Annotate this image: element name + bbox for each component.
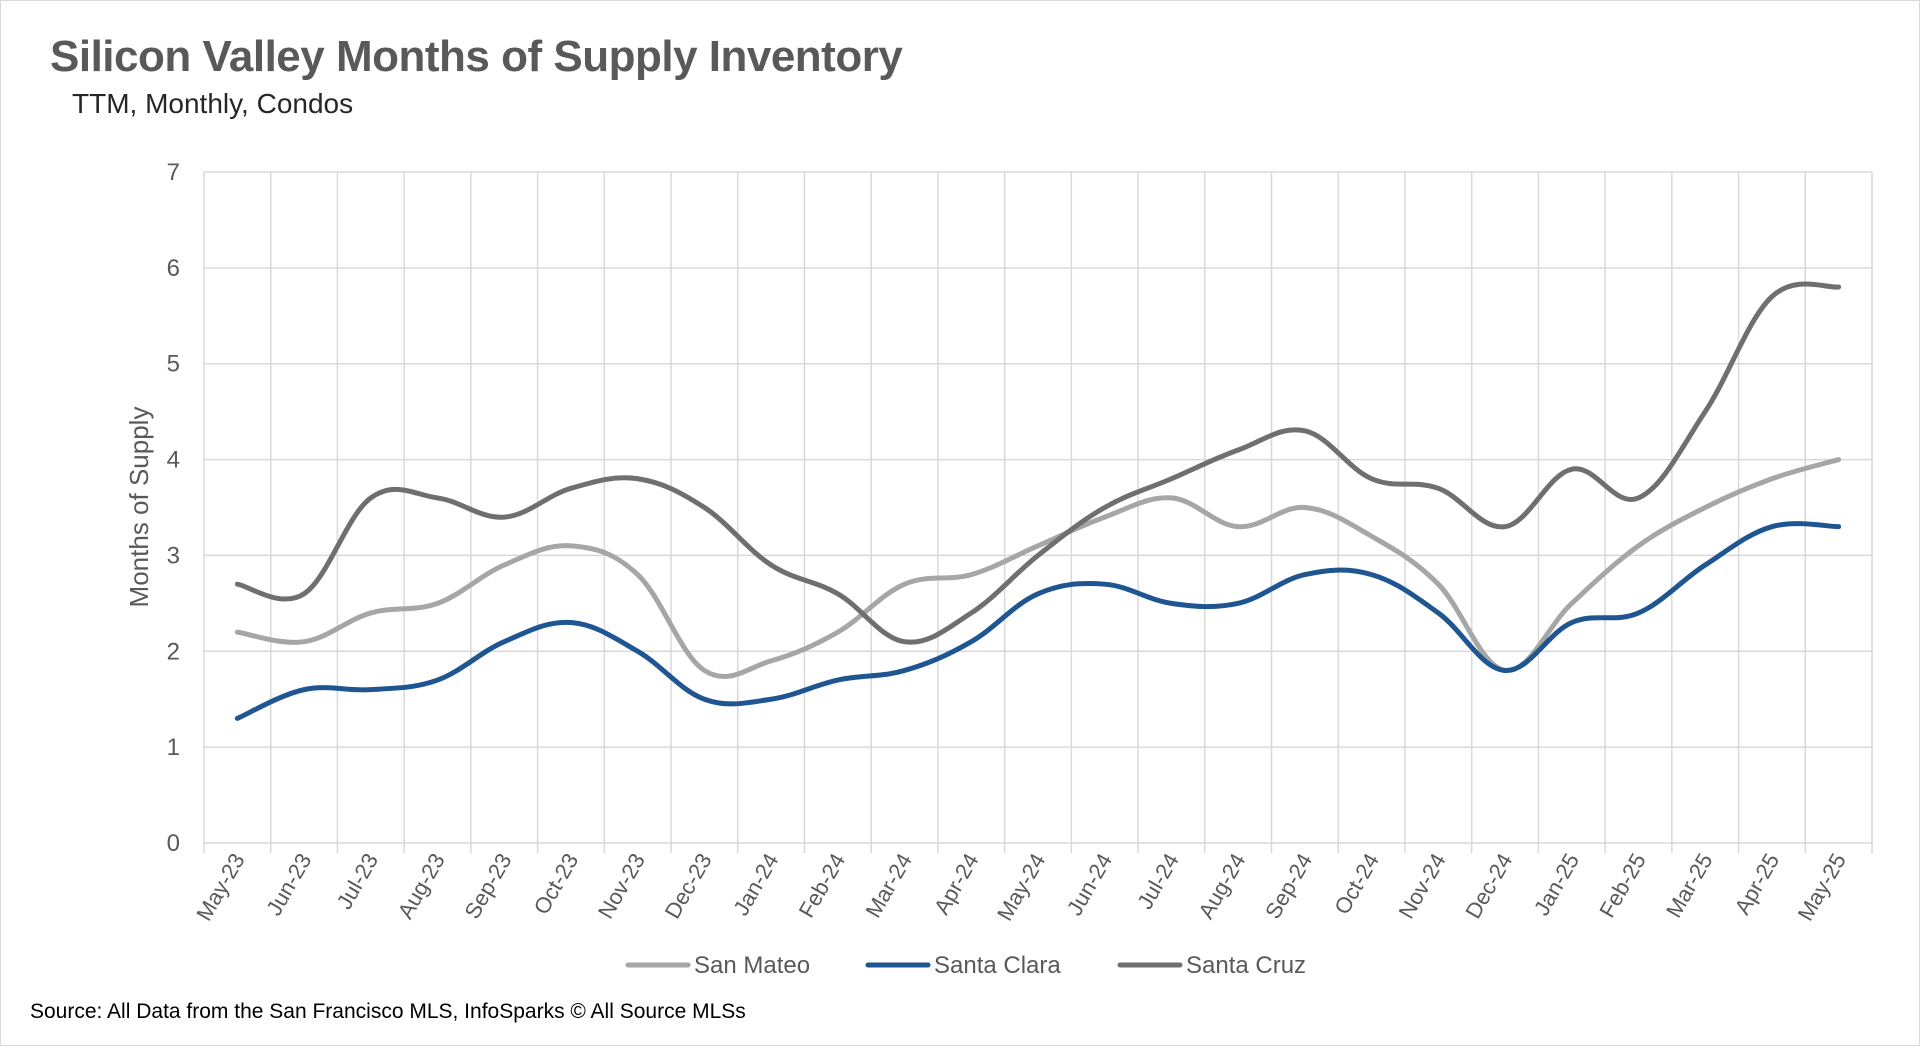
x-tick-label: Apr-25 [1730, 849, 1785, 919]
x-tick-label: Aug-23 [393, 849, 450, 923]
legend: San Mateo Santa Clara Santa Cruz [625, 952, 1306, 979]
x-tick-label: Jul-23 [332, 849, 384, 913]
legend-label-san-mateo: San Mateo [694, 952, 810, 979]
x-tick-label: Feb-24 [794, 849, 851, 922]
x-tick-label: Mar-25 [1661, 849, 1717, 922]
x-tick-label: Aug-24 [1193, 849, 1250, 923]
x-tick-label: May-23 [191, 849, 249, 925]
x-tick-label: Oct-23 [529, 849, 584, 919]
y-tick-label: 1 [167, 734, 180, 761]
legend-label-santa-clara: Santa Clara [934, 952, 1061, 979]
x-axis-ticks: May-23 Jun-23 Jul-23 Aug-23 Sep-23 Oct-23 Nov-… [191, 849, 1851, 925]
y-tick-label: 6 [167, 255, 180, 282]
x-tick-label: Apr-24 [929, 849, 984, 919]
y-tick-label: 4 [167, 447, 180, 474]
gridlines [203, 171, 1873, 853]
x-tick-label: Feb-25 [1594, 849, 1651, 922]
series-line-santa-cruz [234, 281, 1842, 645]
x-tick-label: Mar-24 [860, 849, 916, 922]
series-line-santa-clara [234, 521, 1842, 721]
x-tick-label: May-25 [1793, 849, 1851, 925]
chart-subtitle: TTM, Monthly, Condos [72, 88, 354, 119]
x-tick-label: Nov-24 [1394, 849, 1451, 923]
x-tick-label: Jun-24 [1062, 849, 1117, 920]
y-tick-label: 0 [167, 830, 180, 857]
x-tick-label: May-24 [992, 849, 1050, 925]
x-tick-label: Jan-24 [728, 849, 783, 920]
x-tick-label: Sep-24 [1260, 849, 1317, 923]
x-tick-label: Dec-24 [1460, 849, 1517, 923]
x-tick-label: Nov-23 [593, 849, 650, 923]
y-tick-label: 7 [167, 159, 180, 186]
series-line-san-mateo [234, 457, 1842, 679]
legend-label-santa-cruz: Santa Cruz [1186, 952, 1306, 979]
series-lines [234, 281, 1842, 721]
source-note: Source: All Data from the San Francisco … [30, 1000, 746, 1023]
y-tick-label: 5 [167, 351, 180, 378]
y-tick-label: 2 [167, 638, 180, 665]
x-tick-label: Sep-23 [459, 849, 516, 923]
x-tick-label: Jul-24 [1132, 849, 1184, 913]
x-tick-label: Jan-25 [1529, 849, 1584, 920]
y-tick-label: 3 [167, 542, 180, 569]
x-tick-label: Oct-24 [1329, 849, 1384, 919]
x-tick-label: Jun-23 [261, 849, 316, 920]
x-tick-label: Dec-23 [660, 849, 717, 923]
chart-title: Silicon Valley Months of Supply Inventor… [50, 32, 903, 81]
y-axis-title: Months of Supply [124, 407, 154, 608]
y-axis-ticks: 0 1 2 3 4 5 6 7 [167, 159, 180, 857]
